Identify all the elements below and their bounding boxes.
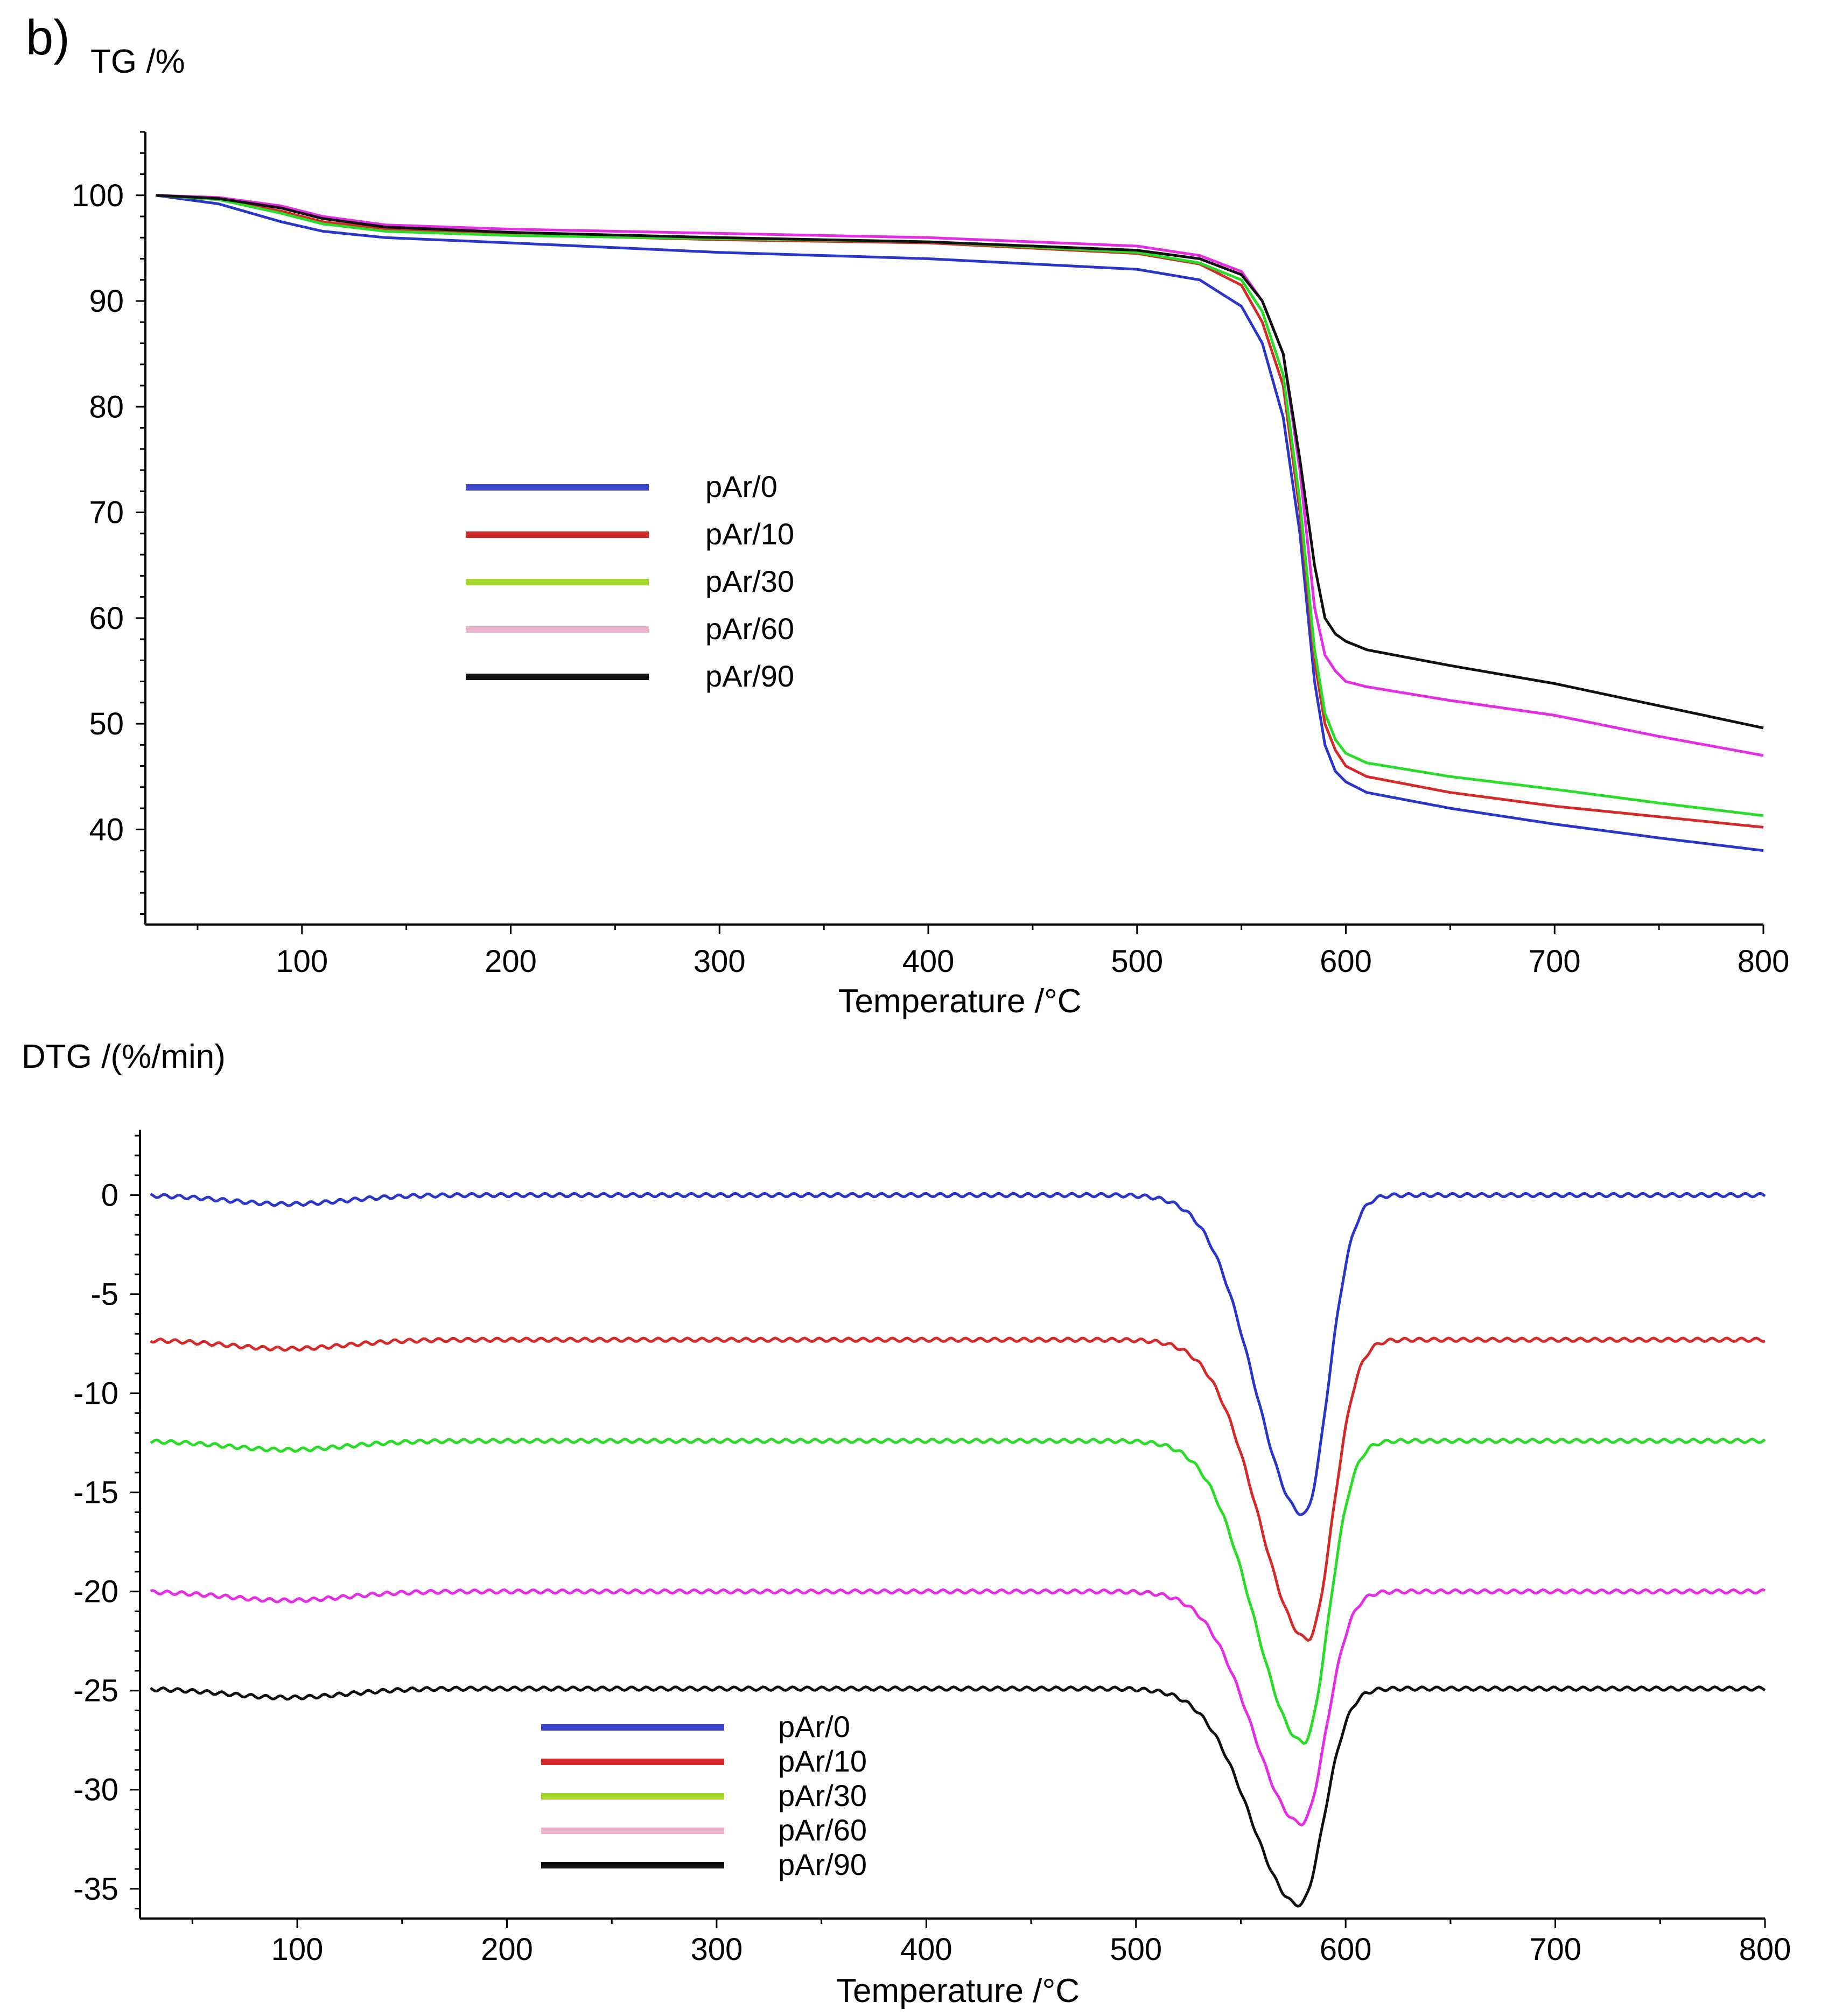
x-tick-label: 800 xyxy=(1738,944,1790,979)
y-tick-label: 0 xyxy=(101,1178,118,1213)
series-line-par-60 xyxy=(150,1588,1766,1827)
x-axis-title: Temperature /°C xyxy=(838,983,1081,1020)
y-tick-label: -30 xyxy=(73,1773,118,1808)
legend-label: pAr/30 xyxy=(705,564,794,598)
x-tick-label: 500 xyxy=(1111,944,1163,979)
legend-label: pAr/0 xyxy=(705,470,778,503)
x-tick-label: 700 xyxy=(1529,1932,1581,1967)
x-tick-label: 300 xyxy=(691,1932,743,1967)
series-line-par-30 xyxy=(156,194,1764,817)
series-line-par-30 xyxy=(150,1438,1766,1745)
legend-label: pAr/90 xyxy=(705,659,794,693)
y-tick-label: -20 xyxy=(73,1574,118,1609)
x-tick-label: 100 xyxy=(276,944,328,979)
x-tick-label: 400 xyxy=(902,944,955,979)
x-tick-label: 100 xyxy=(271,1932,324,1967)
legend-label: pAr/10 xyxy=(778,1744,867,1778)
x-tick-label: 500 xyxy=(1110,1932,1162,1967)
x-tick-label: 600 xyxy=(1320,944,1372,979)
x-tick-label: 800 xyxy=(1739,1932,1791,1967)
y-tick-label: -35 xyxy=(73,1872,118,1907)
series-line-par-90 xyxy=(150,1685,1766,1908)
y-tick-label: 80 xyxy=(89,389,124,424)
legend-label: pAr/90 xyxy=(778,1847,867,1881)
series-line-par-90 xyxy=(156,194,1764,730)
legend-label: pAr/60 xyxy=(705,612,794,646)
series-line-par-0 xyxy=(150,1192,1766,1516)
x-tick-label: 700 xyxy=(1529,944,1581,979)
legend-label: pAr/30 xyxy=(778,1779,867,1812)
x-tick-label: 400 xyxy=(900,1932,952,1967)
y-tick-label: 40 xyxy=(89,812,124,847)
x-tick-label: 600 xyxy=(1320,1932,1372,1967)
series-line-par-10 xyxy=(150,1336,1766,1642)
tg-y-axis-title: TG /% xyxy=(90,43,185,80)
y-tick-label: 60 xyxy=(89,601,124,636)
series-line-par-60 xyxy=(156,194,1764,757)
x-axis-title: Temperature /°C xyxy=(836,1972,1080,2010)
y-tick-label: -25 xyxy=(73,1674,118,1709)
series-line-par-10 xyxy=(156,194,1764,829)
legend-label: pAr/10 xyxy=(705,517,794,551)
series-line-par-0 xyxy=(156,194,1764,852)
x-tick-label: 200 xyxy=(481,1932,533,1967)
y-tick-label: 70 xyxy=(89,495,124,530)
legend-label: pAr/60 xyxy=(778,1813,867,1847)
dtg-plot: 100 200 300 400 500 600 700 800 0 -5 -10 -15 -20 -25 -… xyxy=(73,1130,1791,2010)
y-tick-label: -10 xyxy=(73,1376,118,1411)
dtg-y-axis-title: DTG /(%/min) xyxy=(22,1038,226,1075)
x-tick-label: 200 xyxy=(485,944,537,979)
x-tick-label: 300 xyxy=(694,944,746,979)
y-tick-label: 50 xyxy=(89,706,124,741)
tg-plot: 100 200 300 400 500 600 700 800 40 50 60 70 80 90 100 T… xyxy=(72,131,1790,1020)
y-tick-label: 100 xyxy=(72,178,124,213)
legend-label: pAr/0 xyxy=(778,1710,850,1744)
y-tick-label: -5 xyxy=(90,1277,118,1312)
panel-label: b) xyxy=(26,10,70,65)
y-tick-label: 90 xyxy=(89,284,124,319)
y-tick-label: -15 xyxy=(73,1475,118,1510)
